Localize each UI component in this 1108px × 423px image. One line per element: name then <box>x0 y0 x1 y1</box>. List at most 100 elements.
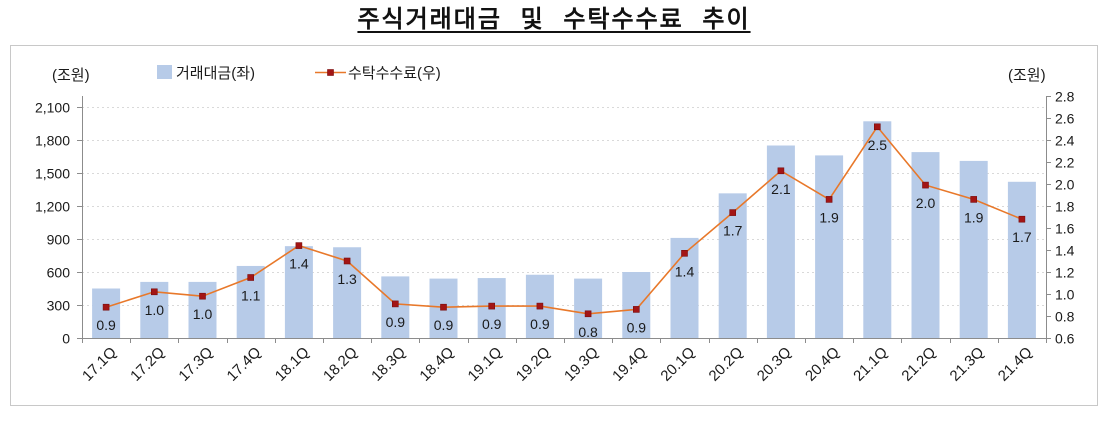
right-tick-label-2-8: 2.8 <box>1055 89 1075 105</box>
commission-data-label-20-1q: 1.4 <box>675 263 695 279</box>
commission-data-label-19-3q: 0.8 <box>578 324 598 340</box>
bar-19-4q <box>622 272 651 338</box>
bar-21-3q <box>959 160 988 338</box>
trading-value-bars <box>92 121 1036 338</box>
commission-data-label-20-4q: 1.9 <box>819 209 839 225</box>
commission-marker-21-3q <box>970 196 978 203</box>
commission-data-label-20-3q: 2.1 <box>771 181 791 197</box>
commission-marker-20-3q <box>777 167 785 175</box>
right-tick-label-2-4: 2.4 <box>1055 133 1075 149</box>
chart-title: 주식거래대금 및 수탁수수료 추이 <box>357 6 751 33</box>
right-tick-label-1-4: 1.4 <box>1055 243 1075 259</box>
x-tick-label-18-4q: 18.4Q <box>416 344 457 385</box>
commission-data-label-20-2q: 1.7 <box>723 223 743 239</box>
bar-21-2q <box>911 152 940 338</box>
commission-data-label-18-1q: 1.4 <box>289 256 309 272</box>
bar-18-3q <box>381 276 410 338</box>
commission-data-label-18-3q: 0.9 <box>386 314 406 330</box>
commission-marker-18-2q <box>343 257 351 265</box>
bar-21-1q <box>863 121 892 338</box>
left-tick-label-600: 600 <box>47 265 71 281</box>
right-tick-label-1-0: 1.0 <box>1055 287 1075 303</box>
x-tick-label-21-4q: 21.4Q <box>995 344 1036 385</box>
commission-data-label-17-1q: 0.9 <box>96 317 116 333</box>
commission-data-label-17-4q: 1.1 <box>241 288 261 304</box>
right-tick-label-2-0: 2.0 <box>1055 177 1075 193</box>
x-tick-label-21-2q: 21.2Q <box>898 344 939 385</box>
commission-marker-18-3q <box>391 300 399 308</box>
right-tick-label-2-6: 2.6 <box>1055 111 1075 127</box>
commission-data-label-21-1q: 2.5 <box>868 137 888 153</box>
commission-data-label-18-4q: 0.9 <box>434 317 454 333</box>
x-tick-label-21-3q: 21.3Q <box>947 344 988 385</box>
bar-17-3q <box>188 281 217 338</box>
commission-marker-21-1q <box>873 123 881 131</box>
left-tick-label-2-100: 2,100 <box>35 100 70 116</box>
commission-marker-21-2q <box>922 181 929 189</box>
commission-data-label-21-3q: 1.9 <box>964 209 984 225</box>
commission-data-label-21-2q: 2.0 <box>916 195 936 211</box>
legend-line-marker <box>327 69 334 76</box>
x-tick-label-18-3q: 18.3Q <box>368 344 409 385</box>
legend-bar-label: 거래대금(좌) <box>176 65 255 82</box>
x-tick-label-20-3q: 20.3Q <box>754 344 795 385</box>
legend: 거래대금(좌) 수탁수수료(우) <box>157 65 441 82</box>
commission-data-label-19-4q: 0.9 <box>627 319 647 335</box>
right-axis-unit-label: (조원) <box>1008 67 1046 84</box>
bar-17-1q <box>92 288 121 338</box>
commission-data-label-19-2q: 0.9 <box>530 316 550 332</box>
commission-line <box>102 123 1026 318</box>
commission-marker-18-1q <box>295 242 303 249</box>
x-tick-label-17-4q: 17.4Q <box>224 344 265 385</box>
x-tick-label-17-3q: 17.3Q <box>175 344 216 385</box>
commission-data-label-17-2q: 1.0 <box>145 302 165 318</box>
x-tick-label-21-1q: 21.1Q <box>850 344 891 385</box>
commission-marker-20-2q <box>729 209 737 216</box>
commission-marker-21-4q <box>1018 215 1026 223</box>
right-tick-label-0-8: 0.8 <box>1055 309 1075 325</box>
left-tick-label-900: 900 <box>47 232 71 248</box>
gridlines <box>82 107 1046 306</box>
x-tick-label-19-2q: 19.2Q <box>513 344 554 385</box>
commission-marker-20-1q <box>681 250 688 257</box>
legend-bar-swatch <box>157 65 172 79</box>
left-tick-label-0: 0 <box>62 331 70 347</box>
left-tick-label-1-200: 1,200 <box>35 199 70 215</box>
commission-line-path <box>105 125 1023 315</box>
x-tick-label-19-4q: 19.4Q <box>609 344 650 385</box>
chart-frame-layer <box>10 45 1098 406</box>
left-tick-label-1-800: 1,800 <box>35 133 70 149</box>
x-tick-label-20-1q: 20.1Q <box>657 344 698 385</box>
x-tick-label-19-3q: 19.3Q <box>561 344 602 385</box>
right-tick-label-1-2: 1.2 <box>1055 265 1075 281</box>
commission-data-label-18-2q: 1.3 <box>337 271 357 287</box>
bar-21-4q <box>1007 181 1036 338</box>
x-tick-label-17-1q: 17.1Q <box>79 344 120 385</box>
bar-20-3q <box>766 145 795 338</box>
right-tick-label-0-6: 0.6 <box>1055 331 1075 347</box>
x-tick-label-18-1q: 18.1Q <box>272 344 313 385</box>
right-tick-label-2-2: 2.2 <box>1055 155 1075 171</box>
commission-marker-17-4q <box>247 274 254 281</box>
commission-marker-17-3q <box>199 292 206 300</box>
commission-data-label-19-1q: 0.9 <box>482 316 502 332</box>
right-tick-label-1-6: 1.6 <box>1055 221 1075 237</box>
legend-line-label: 수탁수수료(우) <box>348 65 441 82</box>
commission-marker-18-4q <box>440 303 447 311</box>
right-tick-label-1-8: 1.8 <box>1055 199 1075 215</box>
bar-18-1q <box>284 246 313 338</box>
commission-marker-19-1q <box>488 302 496 310</box>
x-tick-label-18-2q: 18.2Q <box>320 344 361 385</box>
left-axis-unit-label: (조원) <box>52 67 90 84</box>
bar-20-2q <box>718 193 747 338</box>
commission-data-label-21-4q: 1.7 <box>1012 229 1032 245</box>
commission-marker-19-3q <box>584 310 592 318</box>
commission-marker-17-2q <box>151 288 158 296</box>
left-tick-label-300: 300 <box>47 298 71 314</box>
x-tick-label-20-2q: 20.2Q <box>706 344 747 385</box>
commission-marker-17-1q <box>102 303 110 311</box>
x-tick-label-20-4q: 20.4Q <box>802 344 843 385</box>
commission-data-label-17-3q: 1.0 <box>193 306 213 322</box>
x-tick-label-17-2q: 17.2Q <box>127 344 168 385</box>
